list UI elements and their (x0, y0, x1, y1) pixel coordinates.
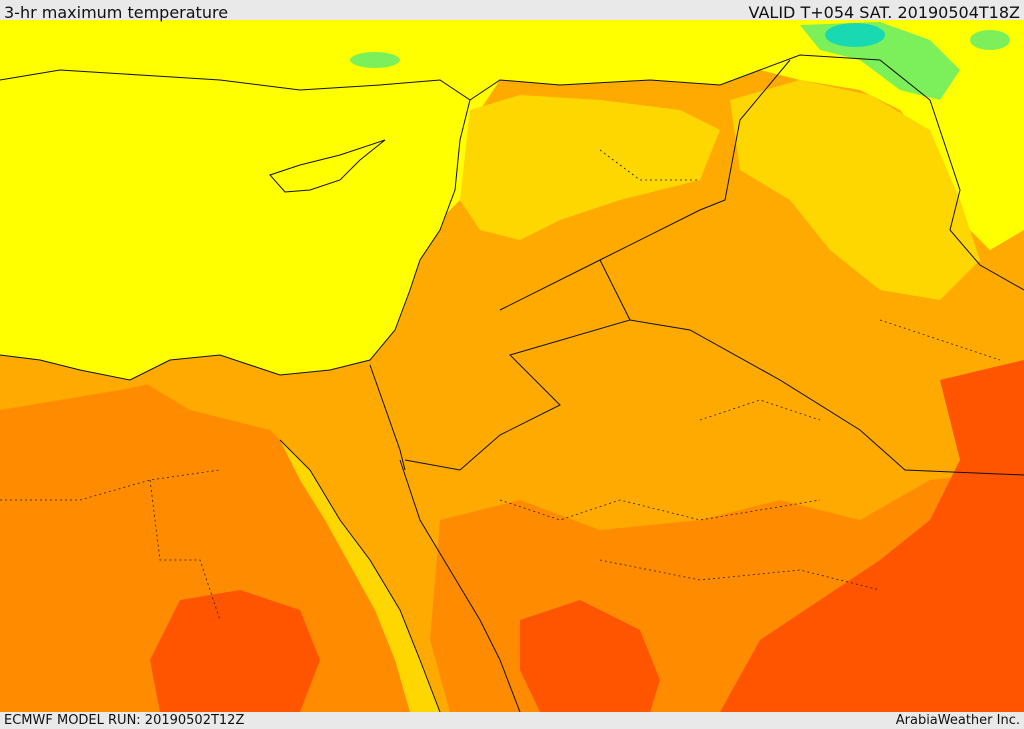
cool-green-patch-turkey (350, 52, 400, 68)
red-sea-coast-east (399, 459, 521, 712)
border-saudi-iraq (629, 319, 1024, 476)
header-bar: 3-hr maximum temperature VALID T+054 SAT… (0, 0, 1024, 22)
cold-cyan-patch (825, 23, 885, 47)
province-borders (0, 149, 1001, 621)
coastline (0, 69, 471, 381)
hejaz-extreme-zone (520, 600, 660, 712)
mediterranean-sea (0, 70, 470, 380)
gulf-extreme-zone (720, 360, 1024, 712)
red-sea (280, 440, 440, 712)
credit-label: ArabiaWeather Inc. (895, 713, 1020, 728)
model-run-label: ECMWF MODEL RUN: 20190502T12Z (4, 713, 245, 728)
cool-green-patch-east (970, 30, 1010, 50)
temperature-map (0, 20, 1024, 712)
border-iraq-iran (939, 129, 1024, 291)
valid-time: VALID T+054 SAT. 20190504T18Z (748, 3, 1020, 22)
red-sea-coast-west (279, 439, 441, 712)
footer-bar: ECMWF MODEL RUN: 20190502T12Z ArabiaWeat… (0, 712, 1024, 729)
levant-mild-zone (460, 95, 720, 240)
africa-extreme-zone (150, 590, 320, 712)
sinai-warm-zone (140, 370, 400, 520)
border-turkey (469, 54, 941, 131)
cyprus-outline (269, 139, 386, 193)
iraq-mild-zone (730, 80, 980, 300)
map-title: 3-hr maximum temperature (4, 3, 229, 22)
border-egypt-israel (369, 364, 406, 471)
border-syria-iraq (499, 59, 791, 311)
